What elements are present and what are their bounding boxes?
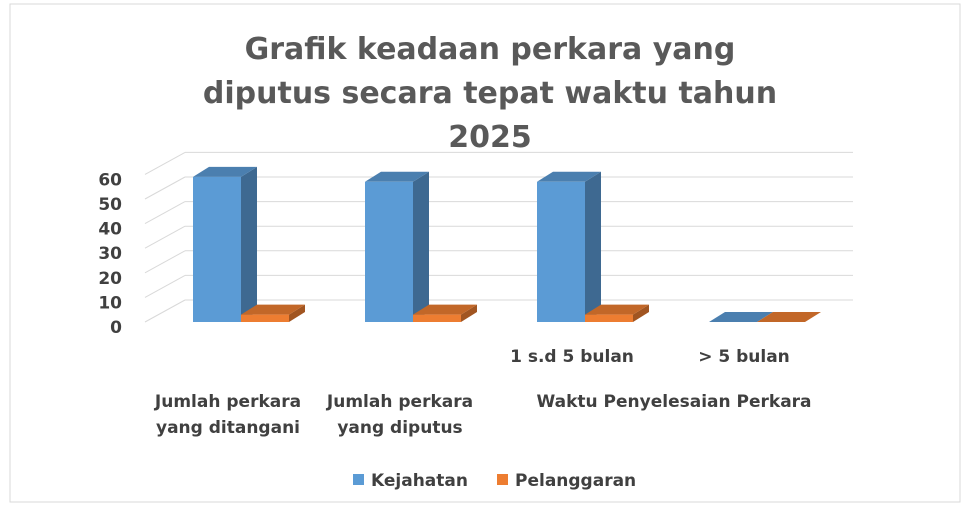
bar-top — [757, 312, 821, 322]
bar-side — [289, 304, 305, 322]
bar-front — [537, 181, 585, 322]
bar-front — [413, 314, 461, 322]
chart-border — [9, 3, 961, 503]
bar-side — [241, 166, 257, 322]
legend-swatch — [353, 474, 364, 485]
bar-top — [413, 304, 477, 315]
legend-label: Kejahatan — [371, 471, 468, 491]
grid-line-side — [144, 274, 186, 298]
y-tick-label: 0 — [110, 318, 122, 338]
y-tick-label: 20 — [98, 269, 122, 289]
bar-front — [585, 314, 633, 322]
bar-front — [241, 314, 289, 322]
bar-side — [585, 171, 601, 322]
bar-top — [241, 304, 305, 315]
bar-side — [413, 171, 429, 322]
bar-top — [193, 166, 257, 177]
bar-top — [709, 312, 773, 322]
chart-title: Grafik keadaan perkara yang diputus seca… — [202, 32, 778, 155]
y-tick-label: 30 — [98, 244, 122, 264]
bar — [413, 304, 477, 322]
x-tick-label: > 5 bulan — [698, 347, 790, 367]
bar-front — [193, 176, 241, 322]
grid-line-side — [144, 250, 186, 274]
grid-line-side — [144, 201, 186, 225]
bar — [193, 166, 257, 322]
grid-line-side — [144, 225, 186, 249]
bar-side — [461, 304, 477, 322]
bar — [757, 312, 821, 322]
bar-front — [365, 181, 413, 322]
legend-label: Pelanggaran — [515, 471, 636, 491]
x-group-label: Waktu Penyelesaian Perkara — [536, 392, 812, 412]
grid-line-side — [144, 299, 186, 323]
legend-swatch — [497, 474, 508, 485]
bar-top — [365, 171, 429, 182]
y-tick-label: 40 — [98, 220, 122, 240]
x-tick-label: Jumlah perkara yang ditangani — [154, 392, 302, 438]
grid-line-side — [144, 176, 186, 200]
y-tick-label: 60 — [98, 170, 122, 190]
x-tick-label: 1 s.d 5 bulan — [510, 347, 634, 367]
grid-line-side — [144, 151, 186, 175]
bar — [537, 171, 601, 322]
bar — [241, 304, 305, 322]
bar-side — [633, 304, 649, 322]
y-tick-label: 50 — [98, 195, 122, 215]
y-tick-label: 10 — [98, 293, 122, 313]
bar-top — [585, 304, 649, 315]
bar — [709, 312, 773, 322]
x-tick-label: Jumlah perkara yang diputus — [326, 392, 474, 438]
bar — [585, 304, 649, 322]
bar — [365, 171, 429, 322]
bar-top — [537, 171, 601, 182]
